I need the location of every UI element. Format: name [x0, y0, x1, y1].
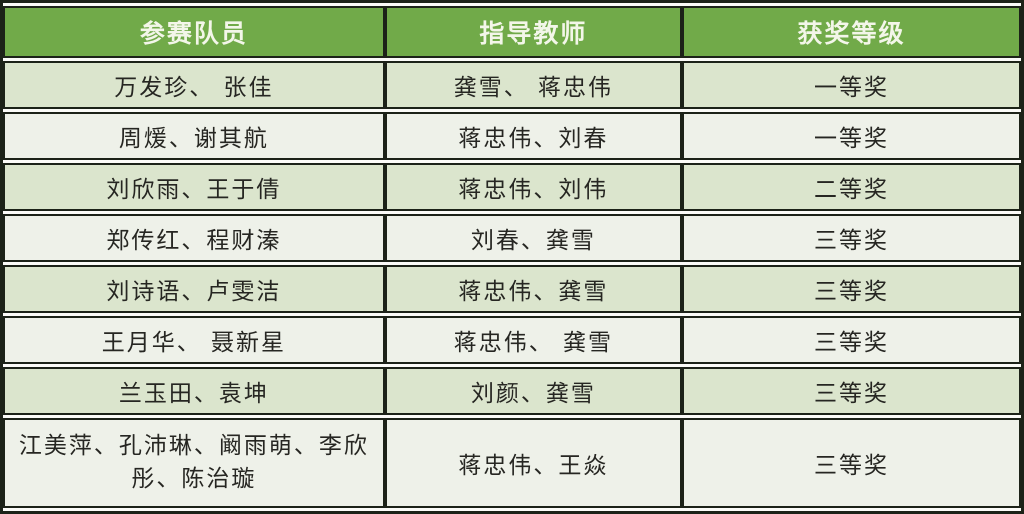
- table-row: 江美萍、孔沛琳、阚雨萌、李欣彤、陈治璇 蒋忠伟、王焱 三等奖: [3, 418, 1021, 508]
- cell-members: 刘欣雨、王于倩: [3, 163, 385, 211]
- cell-teachers: 蒋忠伟、王焱: [384, 418, 682, 508]
- cell-award: 一等奖: [682, 112, 1021, 160]
- cell-members: 郑传红、程财溱: [3, 214, 385, 262]
- table-row: 郑传红、程财溱 刘春、龚雪 三等奖: [3, 214, 1021, 262]
- cell-award: 三等奖: [682, 418, 1021, 508]
- cell-award: 三等奖: [682, 367, 1021, 415]
- table-row: 王月华、 聂新星 蒋忠伟、 龚雪 三等奖: [3, 316, 1021, 364]
- cell-award: 二等奖: [682, 163, 1021, 211]
- table-row: 兰玉田、袁坤 刘颜、龚雪 三等奖: [3, 367, 1021, 415]
- cell-award: 三等奖: [682, 265, 1021, 313]
- table-row: 刘诗语、卢雯洁 蒋忠伟、龚雪 三等奖: [3, 265, 1021, 313]
- header-members: 参赛队员: [3, 6, 385, 58]
- cell-teachers: 蒋忠伟、刘伟: [384, 163, 682, 211]
- cell-teachers: 蒋忠伟、 龚雪: [384, 316, 682, 364]
- header-award: 获奖等级: [682, 6, 1021, 58]
- cell-teachers: 蒋忠伟、刘春: [384, 112, 682, 160]
- cell-members: 江美萍、孔沛琳、阚雨萌、李欣彤、陈治璇: [3, 418, 385, 508]
- cell-teachers: 龚雪、 蒋忠伟: [384, 61, 682, 109]
- header-teachers: 指导教师: [384, 6, 682, 58]
- cell-members: 周煖、谢其航: [3, 112, 385, 160]
- cell-award: 三等奖: [682, 214, 1021, 262]
- cell-members: 兰玉田、袁坤: [3, 367, 385, 415]
- cell-award: 一等奖: [682, 61, 1021, 109]
- table-row: 周煖、谢其航 蒋忠伟、刘春 一等奖: [3, 112, 1021, 160]
- cell-award: 三等奖: [682, 316, 1021, 364]
- table-row: 刘欣雨、王于倩 蒋忠伟、刘伟 二等奖: [3, 163, 1021, 211]
- cell-teachers: 刘春、龚雪: [384, 214, 682, 262]
- table-row: 万发珍、 张佳 龚雪、 蒋忠伟 一等奖: [3, 61, 1021, 109]
- cell-teachers: 刘颜、龚雪: [384, 367, 682, 415]
- cell-teachers: 蒋忠伟、龚雪: [384, 265, 682, 313]
- header-row: 参赛队员 指导教师 获奖等级: [3, 6, 1021, 58]
- cell-members: 刘诗语、卢雯洁: [3, 265, 385, 313]
- cell-members: 万发珍、 张佳: [3, 61, 385, 109]
- cell-members: 王月华、 聂新星: [3, 316, 385, 364]
